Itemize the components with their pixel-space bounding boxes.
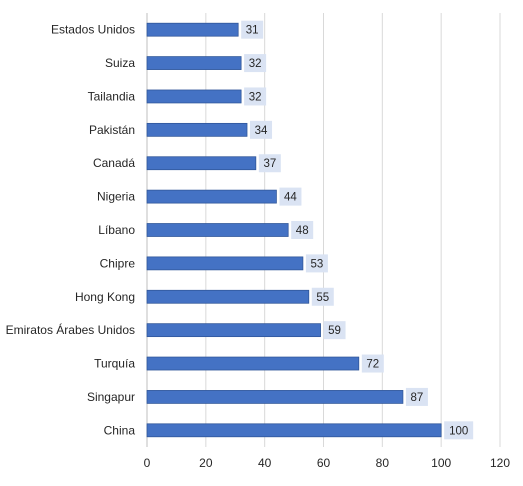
category-label: Nigeria <box>97 190 135 204</box>
bar <box>146 156 257 171</box>
gridlines <box>146 13 501 447</box>
bar <box>146 390 404 404</box>
category-label: Tailandia <box>88 89 136 103</box>
data-label-box <box>291 221 314 239</box>
data-label: 32 <box>249 91 262 103</box>
data-label-box <box>323 321 346 340</box>
x-tick-label: 100 <box>431 456 451 470</box>
bar <box>146 223 289 237</box>
category-label: Chipre <box>100 256 136 270</box>
x-tick-label: 120 <box>490 456 510 470</box>
category-label: Turquía <box>94 357 135 371</box>
category-label: Suiza <box>105 56 135 70</box>
data-label: 34 <box>255 125 268 137</box>
category-label: Hong Kong <box>75 290 135 304</box>
bar <box>146 289 310 304</box>
bar <box>146 356 360 371</box>
bar <box>146 56 242 70</box>
bar <box>146 256 304 271</box>
data-label-box <box>250 120 273 139</box>
data-label: 48 <box>296 225 309 237</box>
data-label: 37 <box>263 158 276 170</box>
category-label: Canadá <box>93 156 135 170</box>
data-label-box <box>405 387 428 406</box>
data-label: 59 <box>328 325 341 337</box>
data-label-box <box>305 254 328 273</box>
category-label: Líbano <box>98 223 135 237</box>
category-labels: Estados Unidos Suiza Tailandia Pakistán Cana… <box>6 23 136 438</box>
x-tick-label: 80 <box>376 456 390 470</box>
category-label: Singapur <box>87 390 135 404</box>
data-label: 72 <box>366 359 379 371</box>
x-axis-ticks: 0 20 40 60 80 100 120 <box>144 456 511 470</box>
data-label: 44 <box>284 192 297 204</box>
data-label-box <box>258 154 281 173</box>
data-label-box <box>361 354 384 373</box>
data-label-box <box>311 287 334 306</box>
x-tick-label: 0 <box>144 456 151 470</box>
category-label: Emiratos Árabes Unidos <box>6 322 135 337</box>
data-label-box <box>244 54 267 73</box>
data-label: 53 <box>311 258 324 270</box>
data-label: 32 <box>249 58 262 70</box>
data-label: 31 <box>246 25 259 37</box>
data-labels: 31 32 32 34 37 44 48 53 55 59 72 87 100 <box>241 20 474 440</box>
bar <box>146 89 242 104</box>
x-tick-label: 40 <box>258 456 272 470</box>
bar <box>146 323 321 338</box>
data-label-box <box>444 421 474 440</box>
bar <box>146 189 277 204</box>
data-label: 55 <box>316 292 329 304</box>
data-label-box <box>244 87 267 106</box>
category-label: Estados Unidos <box>51 23 135 37</box>
bar <box>146 22 239 37</box>
data-label: 87 <box>411 392 424 404</box>
data-label-box <box>241 20 264 39</box>
x-tick-label: 20 <box>199 456 213 470</box>
bars <box>146 22 442 438</box>
category-label: China <box>104 423 136 437</box>
bar <box>146 423 442 438</box>
category-label: Pakistán <box>89 123 135 137</box>
bar <box>146 122 248 137</box>
x-tick-label: 60 <box>317 456 331 470</box>
data-label: 100 <box>449 425 468 437</box>
data-label-box <box>279 187 302 206</box>
